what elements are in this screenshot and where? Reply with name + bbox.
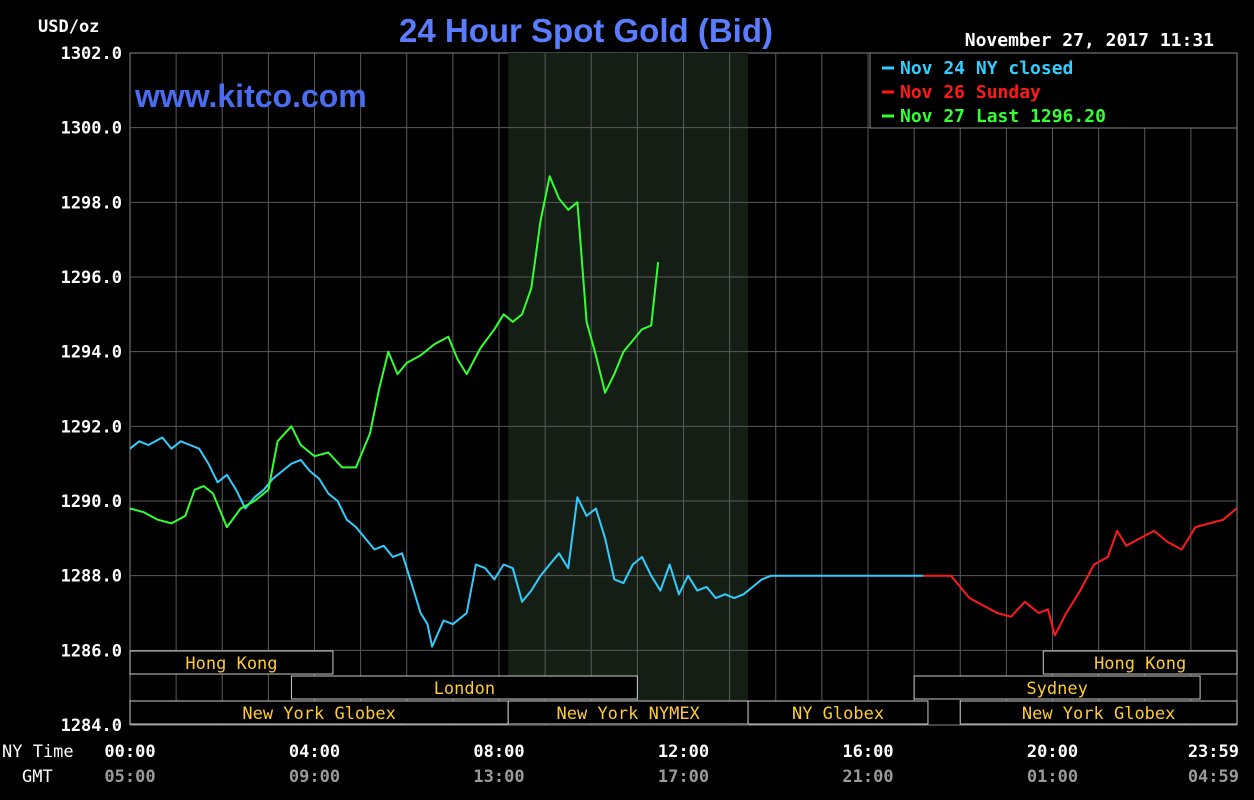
x-tick-label-ny: 20:00	[1027, 742, 1078, 762]
legend-entry: Nov 24 NY closed	[900, 58, 1073, 79]
timestamp: November 27, 2017 11:31	[965, 30, 1214, 51]
x-tick-label-ny: 04:00	[289, 742, 340, 762]
y-tick-label: 1284.0	[61, 716, 122, 736]
x-tick-label-gmt: 17:00	[658, 767, 709, 787]
session-label: New York NYMEX	[557, 704, 701, 724]
grid-lines	[130, 53, 1237, 725]
x-axis-ticks: 00:00 04:00 08:00 12:00 16:00 20:00 23:59 05:00…	[104, 742, 1239, 787]
y-tick-label: 1300.0	[61, 119, 122, 139]
y-tick-label: 1288.0	[61, 567, 122, 587]
x-tick-label-gmt: 01:00	[1027, 767, 1078, 787]
x-tick-label-ny: 23:59	[1188, 742, 1239, 762]
x-tick-label-ny: 08:00	[473, 742, 524, 762]
session-label: New York Globex	[1022, 704, 1176, 724]
x-tick-label-ny: 16:00	[842, 742, 893, 762]
x-label-gmt: GMT	[22, 767, 53, 787]
y-tick-label: 1290.0	[61, 492, 122, 512]
session-label: Hong Kong	[185, 654, 277, 674]
x-label-ny: NY Time	[2, 742, 74, 762]
price-series	[129, 175, 1238, 648]
y-axis-label: USD/oz	[38, 17, 99, 37]
x-tick-label-gmt: 04:59	[1188, 767, 1239, 787]
session-bar	[129, 650, 334, 675]
legend-entry: Nov 26 Sunday	[900, 82, 1041, 103]
session-label: New York Globex	[242, 704, 396, 724]
session-bar	[913, 675, 1201, 700]
session-bar	[747, 700, 929, 725]
y-tick-label: 1296.0	[61, 268, 122, 288]
y-tick-label: 1294.0	[61, 343, 122, 363]
legend-entry: Nov 27 Last 1296.20	[900, 106, 1106, 127]
session-label: London	[434, 679, 495, 699]
session-label: Hong Kong	[1094, 654, 1186, 674]
session-bar	[959, 700, 1238, 725]
session-label: NY Globex	[792, 704, 884, 724]
y-tick-label: 1302.0	[61, 44, 122, 64]
x-tick-label-gmt: 05:00	[104, 767, 155, 787]
chart-title: 24 Hour Spot Gold (Bid)	[399, 12, 773, 49]
x-tick-label-ny: 00:00	[104, 742, 155, 762]
trading-session-bars: Hong Kong London New York Globex New York N…	[129, 650, 1238, 725]
y-tick-label: 1292.0	[61, 417, 122, 437]
x-tick-label-gmt: 13:00	[473, 767, 524, 787]
legend: Nov 24 NY closed Nov 26 Sunday Nov 27 Last…	[869, 52, 1238, 129]
nymex-session-shade	[508, 53, 749, 725]
watermark: www.kitco.com	[134, 78, 367, 114]
session-bar	[1042, 650, 1238, 675]
y-axis-ticks: 1302.0 1300.0 1298.0 1296.0 1294.0 1292.0 1290…	[61, 44, 122, 736]
session-bar	[290, 675, 638, 700]
y-tick-label: 1298.0	[61, 193, 122, 213]
session-label: Sydney	[1026, 679, 1087, 699]
series-line	[129, 175, 660, 529]
series-line	[923, 507, 1238, 637]
x-tick-label-ny: 12:00	[658, 742, 709, 762]
x-tick-label-gmt: 09:00	[289, 767, 340, 787]
y-tick-label: 1286.0	[61, 641, 122, 661]
x-tick-label-gmt: 21:00	[842, 767, 893, 787]
